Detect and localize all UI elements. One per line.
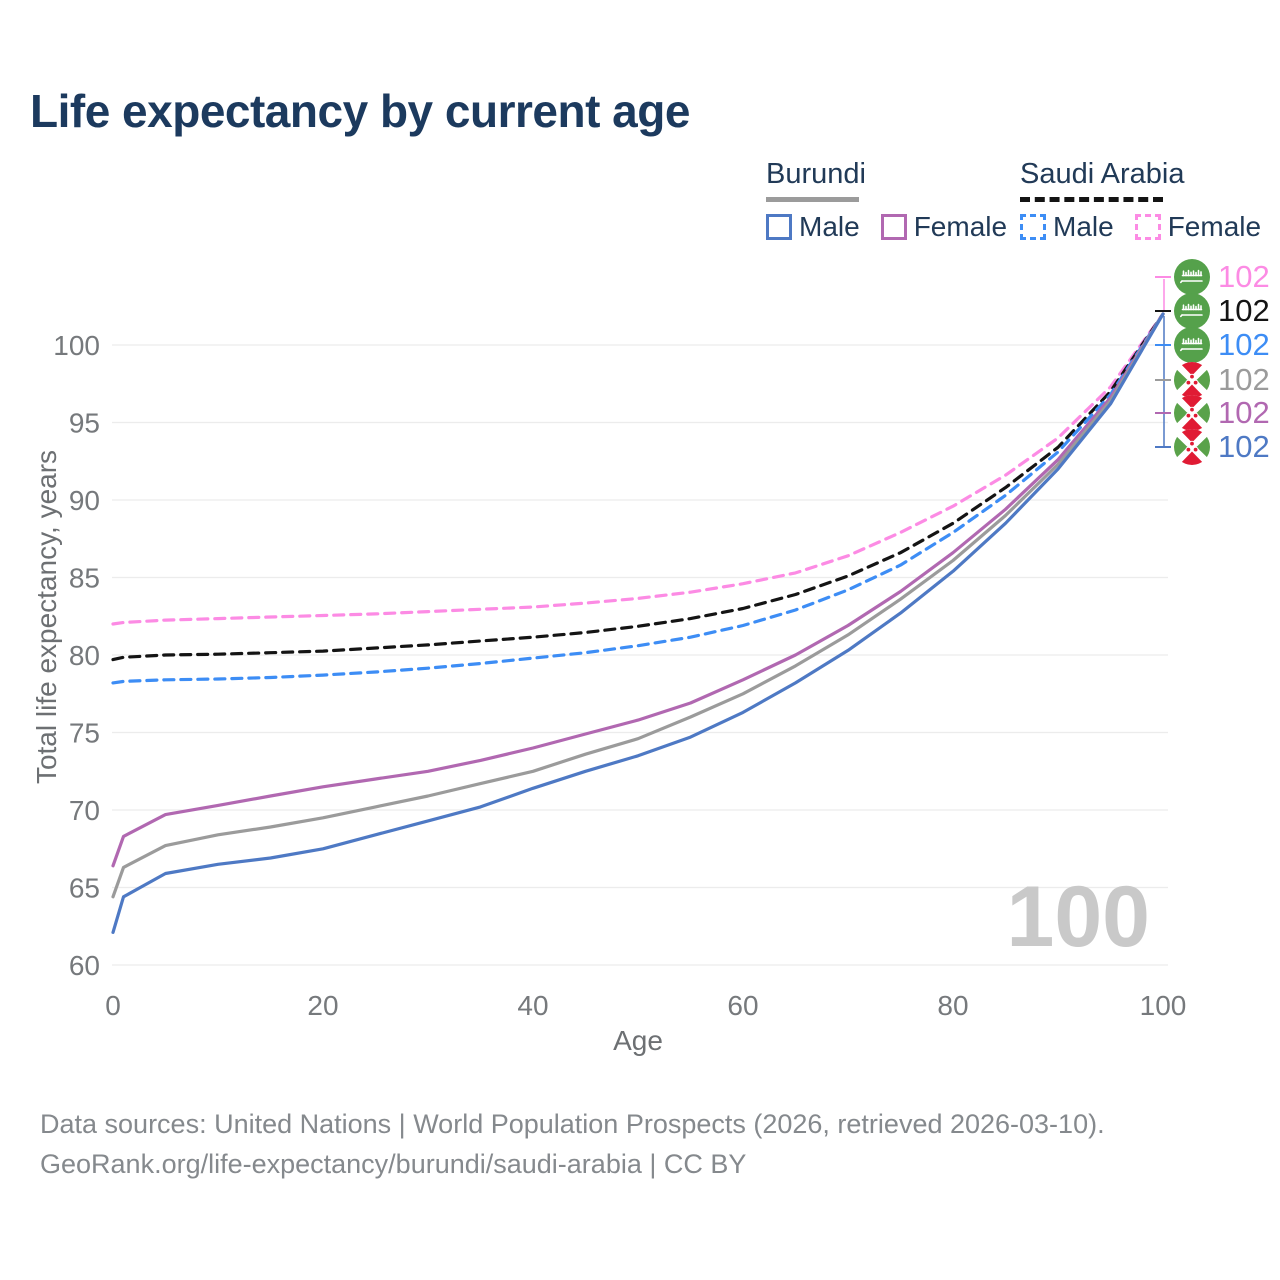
x-tick-label-0: 0: [105, 990, 121, 1021]
legend-item-burundi-female[interactable]: Female: [880, 211, 1008, 243]
y-tick-label-85: 85: [69, 563, 100, 594]
legend-underline-saudi-arabia: [1020, 197, 1163, 202]
series-line-burundi-both: [111, 312, 1165, 899]
burundi-flag-icon: [1174, 429, 1210, 465]
end-label-value: 102: [1218, 327, 1270, 362]
x-tick-label-40: 40: [517, 990, 548, 1021]
end-label-saudi-both: 102: [1174, 293, 1270, 329]
x-tick-label-80: 80: [937, 990, 968, 1021]
current-age-watermark: 100: [1006, 869, 1151, 965]
x-axis-ticks: 0 20 40 60 80 100: [105, 990, 1186, 1021]
x-axis-title: Age: [613, 1025, 663, 1056]
series-line-saudi-both: [111, 312, 1165, 662]
legend-item-burundi-male[interactable]: Male: [766, 211, 860, 243]
end-label-value: 102: [1218, 429, 1270, 464]
end-label-value: 102: [1218, 395, 1270, 430]
series-line-burundi-male: [111, 312, 1165, 935]
series-line-saudi-male: [111, 312, 1165, 685]
legend-item-label: Female: [1167, 211, 1262, 242]
series-line-saudi-female: [111, 312, 1165, 626]
legend-items-saudi-arabia: Male Female: [1020, 211, 1280, 243]
end-label-saudi-female: 102: [1174, 259, 1270, 295]
legend-underline-burundi: [766, 197, 859, 202]
y-tick-label-95: 95: [69, 408, 100, 439]
y-axis-ticks: 60 65 70 75 80 85 90 95 100: [53, 330, 100, 981]
x-tick-label-60: 60: [727, 990, 758, 1021]
legend-item-label: Female: [913, 211, 1008, 242]
x-tick-label-20: 20: [307, 990, 338, 1021]
end-label-burundi-male: 102: [1174, 429, 1270, 465]
burundi-flag-icon: [1174, 395, 1210, 431]
legend-group-label-burundi: Burundi: [766, 158, 866, 190]
legend-group-saudi-arabia: Saudi Arabia Male Female: [1020, 160, 1280, 243]
legend-swatch-burundi-male: [766, 214, 792, 240]
footer-url: GeoRank.org/life-expectancy/burundi/saud…: [40, 1149, 747, 1179]
legend-swatch-saudi-male: [1020, 214, 1046, 240]
y-tick-label-90: 90: [69, 485, 100, 516]
end-label-burundi-female: 102: [1174, 395, 1270, 431]
series-lines: [111, 312, 1165, 935]
saudi-arabia-flag-icon: [1174, 293, 1210, 329]
legend-group-burundi: Burundi Male Female: [766, 160, 1028, 243]
legend-items-burundi: Male Female: [766, 211, 1028, 243]
saudi-arabia-flag-icon: [1174, 327, 1210, 363]
legend-group-label-saudi-arabia: Saudi Arabia: [1020, 158, 1185, 190]
legend-swatch-saudi-female: [1134, 214, 1161, 240]
end-label-connectors: [1155, 276, 1171, 448]
end-label-value: 102: [1218, 293, 1270, 328]
y-tick-label-65: 65: [69, 873, 100, 904]
y-tick-label-75: 75: [69, 718, 100, 749]
burundi-flag-icon: [1174, 362, 1210, 398]
footer-data-sources: Data sources: United Nations | World Pop…: [40, 1109, 1105, 1139]
legend-item-label: Male: [799, 211, 860, 242]
legend-item-label: Male: [1053, 211, 1114, 242]
chart-title: Life expectancy by current age: [30, 85, 690, 137]
end-label-value: 102: [1218, 362, 1270, 397]
y-tick-label-60: 60: [69, 950, 100, 981]
series-line-burundi-female: [111, 312, 1165, 868]
gridlines: [112, 344, 1168, 966]
end-label-value: 102: [1218, 259, 1270, 294]
y-tick-label-100: 100: [53, 330, 100, 361]
y-tick-label-80: 80: [69, 640, 100, 671]
saudi-arabia-flag-icon: [1174, 259, 1210, 295]
end-label-saudi-male: 102: [1174, 327, 1270, 363]
legend-swatch-burundi-female: [880, 214, 907, 240]
x-tick-label-100: 100: [1140, 990, 1187, 1021]
legend-item-saudi-male[interactable]: Male: [1020, 211, 1114, 243]
end-label-burundi-both: 102: [1174, 362, 1270, 398]
y-tick-label-70: 70: [69, 795, 100, 826]
y-axis-title: Total life expectancy, years: [31, 449, 62, 785]
legend-item-saudi-female[interactable]: Female: [1134, 211, 1262, 243]
